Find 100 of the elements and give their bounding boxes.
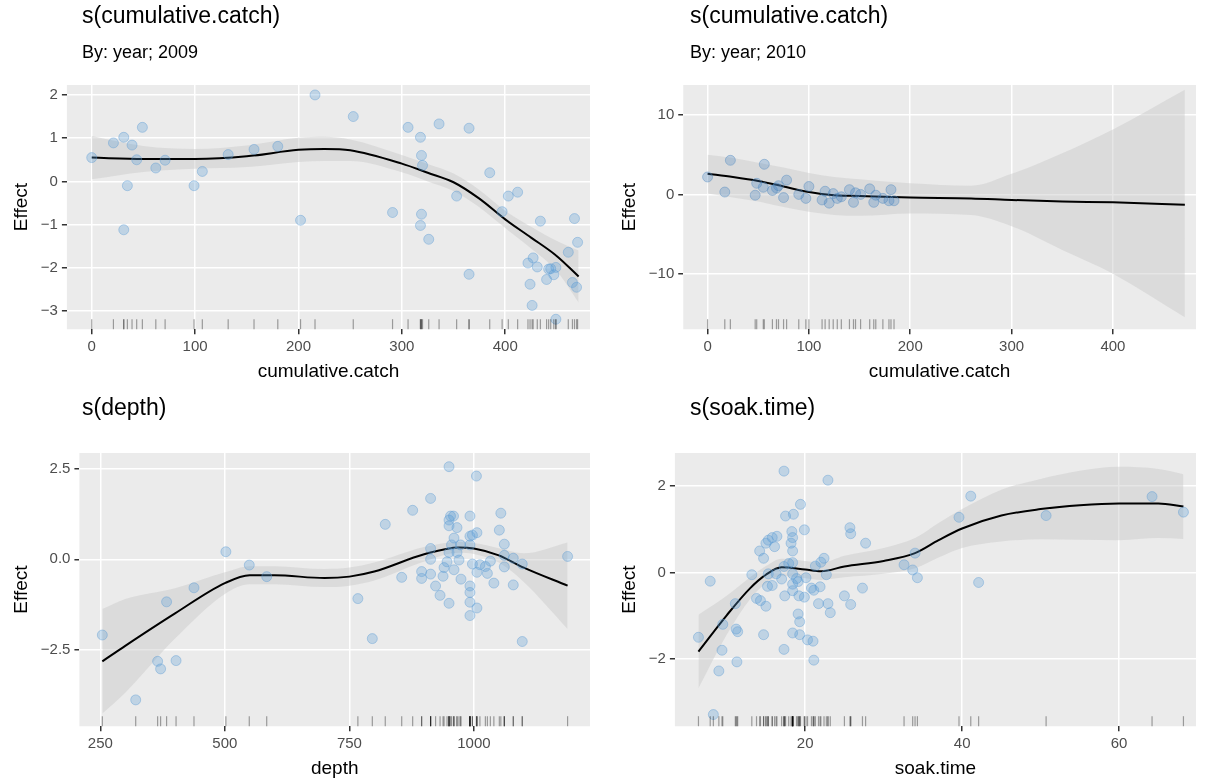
x-tick-label: 100 [182,337,208,355]
point [562,246,574,258]
point [414,131,426,143]
chart-title: s(soak.time) [690,394,816,421]
y-axis-title: Effect [9,182,31,232]
y-tick-label: 2 [49,85,58,103]
y-axis-title: Effect [9,564,31,614]
point [347,111,359,123]
point [512,186,524,198]
point [188,180,200,192]
y-tick-label: −2 [648,649,666,667]
x-axis-title: depth [310,756,359,778]
point [118,131,130,143]
point [295,214,307,226]
x-tick-label: 400 [1100,337,1126,355]
chart-title: s(cumulative.catch) [82,2,281,29]
point [864,183,876,195]
point [781,174,793,186]
chart-title: s(cumulative.catch) [690,2,889,29]
point [415,208,427,220]
point [159,154,171,166]
point [387,207,399,218]
x-axis-title: cumulative.catch [257,359,400,381]
point [272,140,284,152]
point [107,137,119,149]
point [433,118,445,130]
point [800,192,812,204]
point [803,180,815,192]
y-tick-label: −2.5 [40,639,71,657]
y-tick-label: 0 [665,184,675,202]
point [823,197,835,209]
point [121,180,133,192]
point [526,299,538,311]
x-tick-label: 300 [999,337,1025,355]
y-tick-label: 0 [657,562,666,580]
x-tick-label: 300 [389,337,415,355]
point [414,219,426,231]
y-tick-label: 0 [49,171,58,189]
point [702,171,714,183]
y-tick-label: 1 [49,128,58,146]
point [496,206,508,218]
y-tick-label: −3 [40,301,58,319]
point [888,195,900,207]
chart-title: s(depth) [82,394,167,421]
point [719,186,731,198]
point [131,154,143,166]
point [534,215,546,227]
x-axis-title: cumulative.catch [868,359,1011,381]
point [222,149,234,161]
point [885,184,897,196]
y-tick-label: 0.0 [49,549,71,567]
point [417,159,429,171]
point [541,274,553,285]
y-axis-title: Effect [617,564,639,614]
y-tick-label: 2 [657,476,666,494]
point [196,165,208,177]
x-tick-label: 20 [796,734,814,752]
chart-subtitle: By: year; 2009 [82,42,199,63]
point [423,233,435,245]
point [524,278,536,290]
point [150,162,162,174]
x-tick-label: 400 [492,337,518,355]
x-tick-label: 100 [796,337,822,355]
point [855,188,867,200]
x-tick-label: 750 [336,734,362,752]
point [118,224,130,236]
point [309,89,321,101]
x-tick-label: 0 [87,337,96,355]
point [548,269,560,281]
point [847,196,859,208]
point [402,121,414,133]
x-tick-label: 200 [897,337,923,355]
point [451,190,463,202]
point [527,252,539,264]
x-tick-label: 40 [953,734,971,752]
y-tick-label: −10 [648,263,675,281]
point [571,281,583,293]
point [749,189,761,201]
point [463,122,475,134]
x-axis-title: soak.time [894,756,977,778]
point [484,167,496,179]
point [835,191,847,203]
y-tick-label: −2 [40,257,58,275]
point [136,121,148,133]
y-tick-label: 10 [657,105,675,123]
point [757,181,769,193]
y-tick-label: 2.5 [49,459,71,477]
point [531,261,543,273]
x-tick-label: 0 [703,337,712,355]
y-tick-label: −1 [40,214,58,232]
point [415,149,427,161]
point [724,154,736,166]
point [248,143,260,155]
point [86,152,98,164]
x-tick-label: 500 [212,734,238,752]
point [572,236,584,248]
x-tick-label: 200 [285,337,311,355]
point [502,190,514,202]
point [778,192,790,204]
point [568,213,580,225]
